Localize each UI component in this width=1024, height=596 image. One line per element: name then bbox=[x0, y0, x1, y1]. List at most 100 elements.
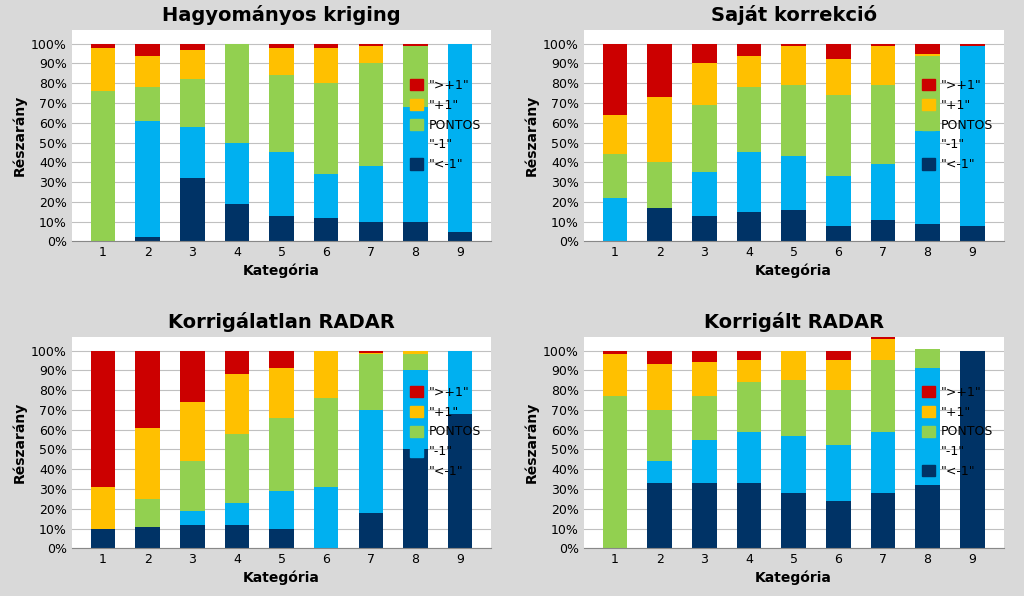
Bar bbox=[224, 350, 249, 374]
Bar bbox=[736, 212, 761, 241]
Bar bbox=[826, 361, 851, 390]
Bar bbox=[647, 162, 672, 208]
Bar bbox=[692, 216, 717, 241]
Bar bbox=[135, 237, 160, 241]
Bar bbox=[403, 44, 428, 46]
Bar bbox=[647, 410, 672, 461]
Bar bbox=[314, 83, 339, 174]
Bar bbox=[870, 339, 895, 361]
X-axis label: Kategória: Kategória bbox=[756, 570, 833, 585]
Bar bbox=[870, 164, 895, 220]
Bar bbox=[135, 526, 160, 548]
Bar bbox=[314, 48, 339, 83]
Bar bbox=[692, 439, 717, 483]
Bar bbox=[647, 364, 672, 410]
Bar bbox=[826, 176, 851, 226]
Bar bbox=[781, 210, 806, 241]
Bar bbox=[269, 350, 294, 368]
Bar bbox=[826, 60, 851, 95]
Bar bbox=[180, 44, 205, 49]
Y-axis label: Részarány: Részarány bbox=[12, 402, 27, 483]
Bar bbox=[269, 48, 294, 75]
Bar bbox=[603, 198, 628, 241]
Bar bbox=[959, 44, 984, 46]
Bar bbox=[736, 483, 761, 548]
Bar bbox=[870, 493, 895, 548]
Bar bbox=[180, 511, 205, 524]
Bar bbox=[269, 75, 294, 153]
Bar bbox=[180, 127, 205, 178]
Bar bbox=[870, 44, 895, 46]
Bar bbox=[180, 524, 205, 548]
Bar bbox=[358, 355, 383, 410]
Bar bbox=[91, 48, 116, 91]
Bar bbox=[358, 44, 383, 46]
Bar bbox=[358, 222, 383, 241]
Bar bbox=[180, 49, 205, 79]
Y-axis label: Részarány: Részarány bbox=[12, 95, 27, 176]
Bar bbox=[870, 46, 895, 85]
Bar bbox=[826, 445, 851, 501]
Bar bbox=[870, 432, 895, 493]
Y-axis label: Részarány: Részarány bbox=[524, 95, 539, 176]
Bar bbox=[314, 398, 339, 487]
Bar bbox=[736, 382, 761, 432]
Bar bbox=[870, 361, 895, 432]
Bar bbox=[358, 350, 383, 352]
Bar bbox=[269, 418, 294, 491]
Bar bbox=[692, 172, 717, 216]
Bar bbox=[403, 46, 428, 107]
Title: Korrigálatlan RADAR: Korrigálatlan RADAR bbox=[168, 312, 395, 333]
Bar bbox=[826, 350, 851, 361]
Bar bbox=[314, 44, 339, 48]
Bar bbox=[870, 331, 895, 339]
Bar bbox=[781, 156, 806, 210]
Bar bbox=[736, 350, 761, 361]
Bar bbox=[647, 97, 672, 162]
Bar bbox=[692, 63, 717, 105]
Bar bbox=[314, 218, 339, 241]
Legend: ">+1", "+1", PONTOS, "-1", "<-1": ">+1", "+1", PONTOS, "-1", "<-1" bbox=[919, 75, 997, 175]
Bar bbox=[91, 487, 116, 529]
Bar bbox=[603, 44, 628, 115]
Bar bbox=[135, 44, 160, 55]
Bar bbox=[358, 410, 383, 513]
Bar bbox=[915, 131, 940, 224]
Bar bbox=[269, 216, 294, 241]
Bar bbox=[135, 87, 160, 121]
Bar bbox=[403, 355, 428, 370]
Bar bbox=[603, 396, 628, 548]
Bar bbox=[647, 44, 672, 97]
Bar bbox=[692, 396, 717, 439]
Bar bbox=[314, 174, 339, 218]
Bar bbox=[915, 44, 940, 54]
Bar bbox=[959, 46, 984, 226]
Bar bbox=[870, 220, 895, 241]
Legend: ">+1", "+1", PONTOS, "-1", "<-1": ">+1", "+1", PONTOS, "-1", "<-1" bbox=[919, 382, 997, 482]
Bar bbox=[447, 350, 472, 414]
Bar bbox=[314, 487, 339, 548]
Bar bbox=[647, 461, 672, 483]
Bar bbox=[91, 44, 116, 48]
Bar bbox=[692, 44, 717, 63]
Bar bbox=[692, 483, 717, 548]
Bar bbox=[736, 432, 761, 483]
Bar bbox=[959, 226, 984, 241]
Bar bbox=[603, 154, 628, 198]
Bar bbox=[603, 355, 628, 396]
Bar bbox=[135, 55, 160, 87]
Bar bbox=[269, 44, 294, 48]
Bar bbox=[224, 434, 249, 503]
Bar bbox=[870, 85, 895, 164]
X-axis label: Kategória: Kategória bbox=[756, 263, 833, 278]
Bar bbox=[826, 226, 851, 241]
Bar bbox=[403, 350, 428, 355]
Bar bbox=[224, 374, 249, 434]
Bar bbox=[781, 350, 806, 380]
Bar bbox=[781, 436, 806, 493]
Bar bbox=[135, 350, 160, 428]
Bar bbox=[180, 178, 205, 241]
Bar bbox=[781, 85, 806, 156]
Bar bbox=[180, 79, 205, 127]
Bar bbox=[736, 44, 761, 55]
